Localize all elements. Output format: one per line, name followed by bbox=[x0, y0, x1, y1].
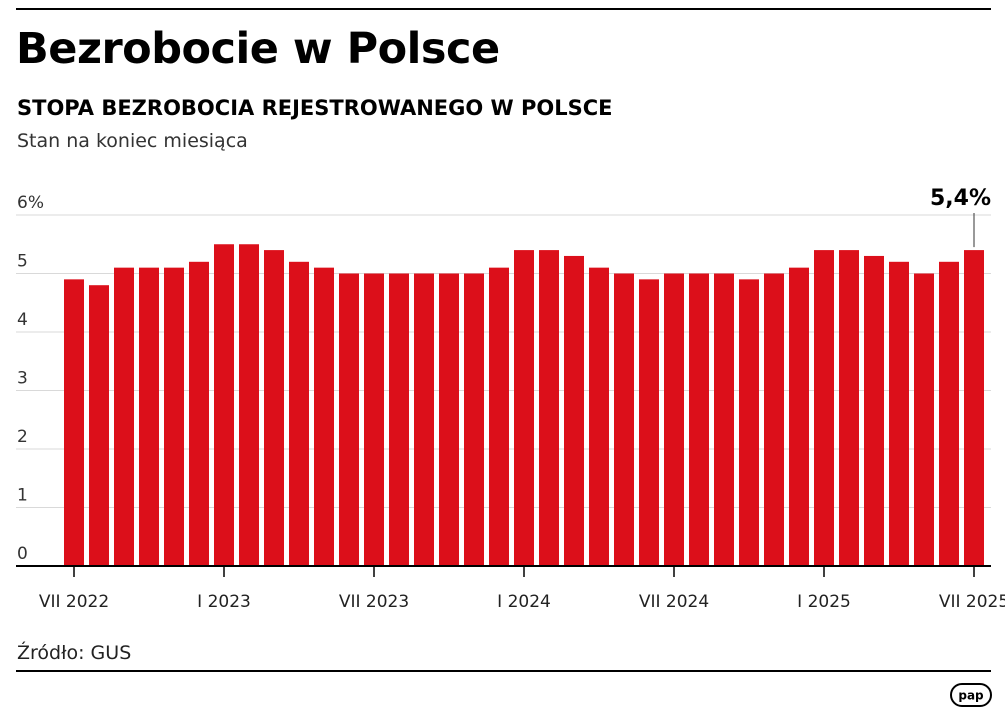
bar bbox=[889, 261, 909, 566]
bar bbox=[689, 273, 709, 566]
bar bbox=[439, 273, 459, 566]
x-tick-label: I 2023 bbox=[197, 592, 251, 612]
bar bbox=[739, 279, 759, 566]
bar bbox=[939, 261, 959, 566]
page-title: Bezrobocie w Polsce bbox=[16, 24, 500, 74]
bar bbox=[589, 267, 609, 566]
bar bbox=[89, 285, 109, 566]
bar bbox=[639, 279, 659, 566]
y-tick-label: 6% bbox=[17, 193, 44, 213]
bar bbox=[564, 255, 584, 566]
bar bbox=[864, 255, 884, 566]
bar bbox=[789, 267, 809, 566]
y-tick-label: 3 bbox=[17, 369, 28, 389]
bar bbox=[714, 273, 734, 566]
x-tick-label: VII 2024 bbox=[639, 592, 709, 612]
top-rule bbox=[16, 8, 991, 10]
pap-logo-icon: pap bbox=[950, 683, 992, 707]
source-note: Źródło: GUS bbox=[17, 642, 132, 664]
y-tick-label: 4 bbox=[17, 310, 28, 330]
x-tick-label: VII 2022 bbox=[39, 592, 109, 612]
bar bbox=[189, 261, 209, 566]
bottom-rule bbox=[16, 670, 991, 672]
logo-text: pap bbox=[958, 689, 984, 703]
annotation: 5,4% bbox=[930, 186, 991, 248]
bar bbox=[514, 250, 534, 566]
x-tick-label: I 2025 bbox=[797, 592, 851, 612]
bar bbox=[64, 279, 84, 566]
bar bbox=[314, 267, 334, 566]
bar bbox=[389, 273, 409, 566]
bars bbox=[64, 244, 984, 566]
annotation-label: 5,4% bbox=[930, 186, 991, 211]
bar bbox=[114, 267, 134, 566]
bar bbox=[964, 250, 984, 566]
y-tick-label: 5 bbox=[17, 252, 28, 272]
bar bbox=[239, 244, 259, 566]
bar bbox=[539, 250, 559, 566]
y-tick-label: 1 bbox=[17, 486, 28, 506]
chart-subtitle: STOPA BEZROBOCIA REJESTROWANEGO W POLSCE bbox=[17, 96, 613, 120]
bar bbox=[464, 273, 484, 566]
bar bbox=[139, 267, 159, 566]
bar bbox=[839, 250, 859, 566]
bar bbox=[764, 273, 784, 566]
y-tick-label: 2 bbox=[17, 427, 28, 447]
bar bbox=[914, 273, 934, 566]
bar bbox=[164, 267, 184, 566]
y-axis-ticks: 0 1 2 3 4 5 6% bbox=[17, 193, 44, 564]
bar bbox=[364, 273, 384, 566]
bar bbox=[339, 273, 359, 566]
bar bbox=[614, 273, 634, 566]
bar bbox=[214, 244, 234, 566]
bar bbox=[664, 273, 684, 566]
x-tick-label: I 2024 bbox=[497, 592, 551, 612]
x-tick-label: VII 2025 bbox=[939, 592, 1005, 612]
bar bbox=[814, 250, 834, 566]
bar bbox=[489, 267, 509, 566]
bar bbox=[289, 261, 309, 566]
y-tick-label: 0 bbox=[17, 544, 28, 564]
bar bbox=[264, 250, 284, 566]
bar bbox=[414, 273, 434, 566]
x-axis: VII 2022 I 2023 VII 2023 I 2024 VII 2024 I 20… bbox=[16, 565, 1005, 612]
chart-note: Stan na koniec miesiąca bbox=[17, 130, 248, 152]
x-tick-label: VII 2023 bbox=[339, 592, 409, 612]
